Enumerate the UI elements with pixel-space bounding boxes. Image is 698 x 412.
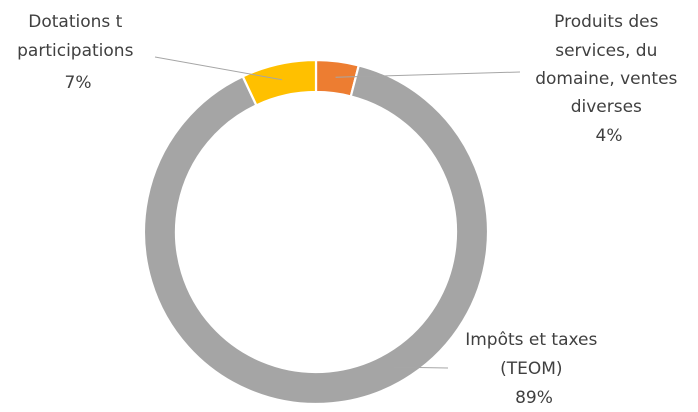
slice-label-line: Produits des	[554, 12, 658, 32]
slice-percent-label: 89%	[515, 388, 553, 408]
leader-line-impots	[393, 366, 449, 369]
slice-label-impots: Impôts et taxes (TEOM) 89%	[465, 330, 603, 408]
slice-label-line: diverses	[571, 97, 642, 117]
slice-label-line: (TEOM)	[500, 359, 562, 379]
slice-label-line: Dotations t	[28, 12, 122, 32]
slice-label-line: Impôts et taxes	[465, 330, 597, 350]
slice-percent-label: 7%	[65, 73, 92, 93]
slice-label-dotations: Dotations t participations 7%	[17, 12, 139, 93]
donut-slices	[142, 58, 490, 406]
leader-lines	[154, 56, 521, 369]
leader-line-produits	[335, 71, 521, 78]
leader-line-dotations	[154, 56, 283, 81]
slice-label-line: domaine, ventes	[535, 69, 677, 89]
slice-label-line: services, du	[555, 41, 657, 61]
slice-percent-label: 4%	[596, 126, 623, 146]
slice-label-produits: Produits des services, du domaine, vente…	[535, 12, 683, 146]
slice-label-line: participations	[17, 41, 133, 61]
donut-slice-impots	[142, 64, 490, 406]
donut-slice-dotations	[241, 58, 318, 107]
